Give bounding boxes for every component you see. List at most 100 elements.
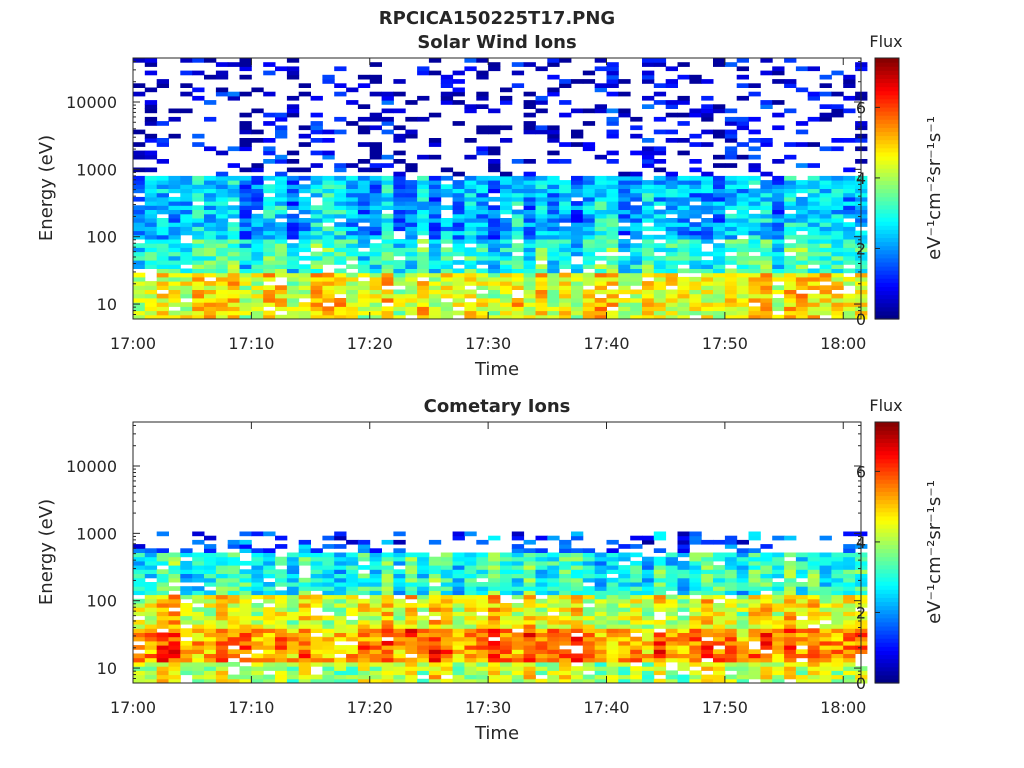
solar-wind-cell [488, 188, 501, 194]
cometary-cell [630, 666, 643, 671]
solar-wind-cell [180, 205, 193, 210]
solar-wind-cell [286, 108, 300, 114]
cometary-cell [476, 560, 489, 566]
solar-wind-cell [843, 255, 856, 261]
cometary-cell [772, 560, 785, 566]
solar-wind-cell [322, 226, 335, 232]
solar-wind-cell [334, 116, 347, 122]
cometary-cell [618, 636, 631, 642]
solar-wind-cell [582, 234, 596, 240]
cometary-cell [263, 594, 276, 600]
cometary-cell [618, 624, 631, 629]
cometary-cell [381, 615, 394, 621]
solar-wind-cell [275, 268, 288, 274]
cometary-cell [571, 674, 584, 680]
solar-wind-cell [168, 234, 181, 240]
solar-wind-cell [275, 230, 288, 236]
cometary-cell [831, 624, 844, 629]
cometary-cell [156, 560, 169, 566]
cometary-cell [831, 628, 844, 633]
solar-wind-cell [713, 268, 726, 274]
solar-wind-cell [488, 150, 501, 156]
cometary-colorbar-step [875, 646, 899, 651]
solar-wind-cell [523, 230, 536, 236]
solar-wind-cell [795, 184, 809, 189]
solar-wind-cell [618, 239, 631, 244]
solar-wind-cell [417, 95, 430, 101]
solar-wind-cell [322, 138, 335, 143]
cometary-cell [701, 645, 714, 650]
cometary-cell [630, 598, 643, 604]
cometary-cell [452, 662, 465, 667]
cometary-cell [346, 678, 359, 684]
solar-wind-cell [204, 260, 217, 265]
solar-wind-cell [665, 298, 678, 303]
cometary-cell [310, 552, 323, 558]
cometary-cell [310, 624, 323, 629]
solar-wind-cell [180, 243, 193, 248]
solar-wind-cell [334, 255, 347, 261]
solar-wind-cell [239, 209, 252, 215]
cometary-cell [594, 678, 607, 684]
solar-wind-cell [677, 251, 690, 257]
solar-wind-cell [488, 276, 501, 282]
solar-wind-cell [464, 213, 477, 219]
cometary-cell [736, 577, 749, 583]
cometary-cell [547, 577, 560, 583]
solar-wind-cell [215, 62, 229, 67]
cometary-cell [476, 594, 489, 600]
solar-wind-cell [476, 125, 489, 131]
solar-wind-cell [251, 260, 264, 265]
cometary-cell [286, 657, 300, 663]
cometary-cell [156, 615, 169, 621]
cometary-cell [298, 666, 311, 671]
cometary-cell [594, 582, 607, 587]
cometary-cell [428, 678, 442, 684]
solar-wind-cell [760, 314, 773, 320]
solar-wind-cell [310, 129, 323, 135]
solar-wind-cell [298, 188, 311, 194]
solar-wind-cell [369, 62, 382, 67]
solar-wind-cell [133, 209, 146, 215]
cometary-cell [606, 674, 619, 680]
cometary-cell [156, 645, 169, 650]
solar-wind-cell [180, 213, 193, 219]
solar-wind-cell [298, 234, 311, 240]
cometary-cell [653, 657, 667, 663]
cometary-cell [760, 653, 773, 659]
solar-wind-cell [239, 167, 252, 173]
cometary-cell [748, 586, 761, 591]
solar-wind-cell [701, 171, 714, 177]
solar-wind-cell [547, 209, 560, 215]
cometary-cell [464, 598, 477, 604]
solar-wind-cell [748, 154, 761, 160]
cometary-cell [831, 649, 844, 654]
solar-wind-cell [298, 201, 311, 206]
solar-wind-cell [476, 306, 489, 312]
cometary-cell [168, 628, 181, 633]
solar-wind-cell [417, 184, 430, 189]
solar-wind-cell [559, 79, 572, 84]
cometary-cell [760, 607, 773, 612]
cometary-cell [381, 582, 394, 587]
cometary-cell [263, 569, 276, 574]
solar-wind-cell [227, 243, 240, 248]
cometary-cell [772, 565, 785, 570]
cometary-cell [843, 586, 856, 591]
solar-wind-cell [239, 251, 252, 257]
cometary-cell [760, 544, 773, 549]
solar-wind-cell [653, 146, 667, 152]
solar-wind-cell [807, 218, 820, 223]
cometary-cell [428, 649, 442, 654]
solar-wind-cell [689, 289, 702, 295]
solar-wind-cell [428, 142, 442, 147]
cometary-cell [653, 632, 667, 638]
cometary-cell [322, 657, 335, 663]
solar-wind-cell [772, 239, 785, 244]
solar-wind-cell [357, 264, 371, 269]
cometary-cell [428, 577, 442, 583]
cometary-cell [322, 619, 335, 625]
solar-wind-cell [180, 180, 193, 185]
cometary-cell [547, 603, 560, 608]
solar-wind-cell [369, 116, 382, 122]
